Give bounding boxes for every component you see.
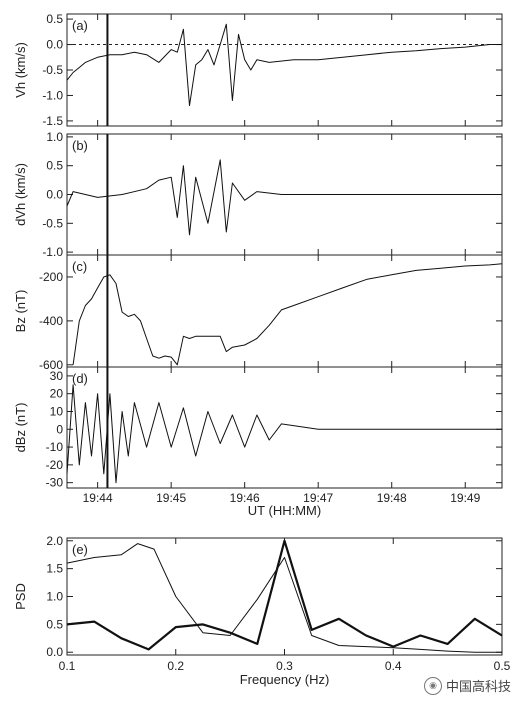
- panel-a-ytick-label: 0.5: [46, 12, 63, 26]
- panel-c-series-s0: [72, 263, 503, 366]
- panel-a-series-s0: [66, 23, 502, 107]
- wechat-logo-icon: ◉: [424, 676, 442, 695]
- panel-e-ylabel: PSD: [13, 583, 28, 610]
- panel-b-series-s0: [66, 159, 502, 236]
- time-tick-label: 19:47: [303, 491, 333, 505]
- panel-e-ytick-label: 0.5: [46, 617, 63, 631]
- panel-a-ytick-label: -0.5: [42, 63, 63, 77]
- panel-c-ytick-label: -600: [39, 358, 63, 372]
- panel-d-ytick-label: -30: [46, 476, 64, 490]
- panel-e-xtick-label: 0.2: [167, 659, 184, 673]
- panel-d-ytick-label: 20: [50, 387, 64, 401]
- watermark-text: 中国高科技: [446, 680, 512, 695]
- panel-d-ytick-label: 0: [56, 422, 63, 436]
- panel-c-ylabel: Bz (nT): [13, 290, 28, 333]
- panel-d-letter: (d): [72, 371, 88, 386]
- time-tick-label: 19:46: [230, 491, 260, 505]
- panel-a-ytick-label: 0.0: [46, 38, 63, 52]
- panel-e-series-thin: [66, 543, 502, 653]
- panel-e-xtick-label: 0.3: [276, 659, 293, 673]
- panel-a-ylabel: Vh (km/s): [13, 42, 28, 98]
- panel-b-ylabel: dVh (km/s): [13, 163, 28, 226]
- panel-c-frame: [66, 254, 503, 368]
- panel-a-ytick-label: -1.0: [42, 88, 63, 102]
- panel-b-ytick-label: -1.0: [42, 245, 63, 259]
- panel-b-letter: (b): [72, 138, 88, 153]
- panel-b-ytick-label: 1.0: [46, 130, 63, 144]
- panel-c-ytick-label: -200: [39, 270, 63, 284]
- panel-c-ytick-label: -400: [39, 314, 63, 328]
- panel-c-letter: (c): [72, 259, 87, 274]
- panel-b-ytick-label: 0.0: [46, 188, 63, 202]
- x-axis-label-time: UT (HH:MM): [248, 503, 321, 518]
- panel-d-series-s0: [66, 384, 502, 484]
- panel-e-series-thick: [66, 539, 503, 651]
- x-axis-label-frequency: Frequency (Hz): [240, 672, 330, 687]
- time-tick-label: 19:44: [83, 491, 113, 505]
- panel-e-ytick-label: 1.5: [46, 562, 63, 576]
- panel-d-frame: [66, 366, 503, 489]
- panel-d-ytick-label: -10: [46, 440, 64, 454]
- watermark: ◉ 中国高科技: [424, 676, 511, 695]
- panel-e-letter: (e): [72, 542, 88, 557]
- panel-e-ytick-label: 0.0: [46, 645, 63, 659]
- panel-d-ytick-label: -20: [46, 458, 64, 472]
- panel-d-ytick-label: 10: [50, 404, 64, 418]
- panel-a-frame: [66, 13, 503, 127]
- panel-e-ytick-label: 2.0: [46, 534, 63, 548]
- panel-e-frame: [66, 537, 503, 656]
- panel-b-ytick-label: -0.5: [42, 216, 63, 230]
- panel-e-xtick-label: 0.1: [59, 659, 76, 673]
- panel-d-ylabel: dBz (nT): [13, 403, 28, 453]
- panel-b-ytick-label: 0.5: [46, 159, 63, 173]
- panel-a-ytick-label: -1.5: [42, 114, 63, 128]
- panel-e-xtick-label: 0.5: [494, 659, 511, 673]
- panel-e-xtick-label: 0.4: [385, 659, 402, 673]
- time-tick-label: 19:45: [156, 491, 186, 505]
- time-tick-label: 19:49: [450, 491, 480, 505]
- time-tick-label: 19:48: [377, 491, 407, 505]
- panel-d-ytick-label: 30: [50, 369, 64, 383]
- panel-a-letter: (a): [72, 18, 88, 33]
- panel-e-ytick-label: 1.0: [46, 590, 63, 604]
